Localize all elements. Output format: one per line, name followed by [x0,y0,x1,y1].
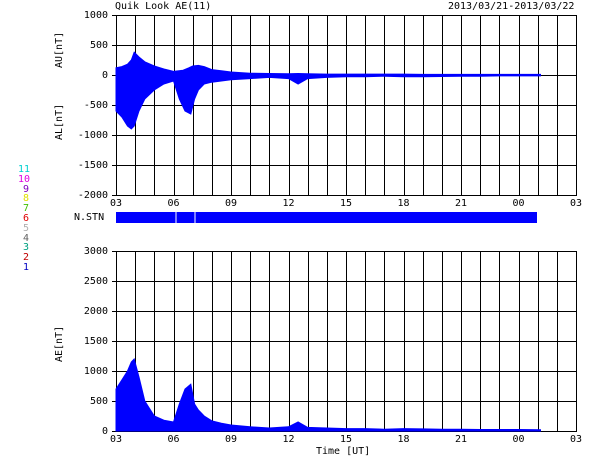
y-tick-label: -500 [83,99,108,111]
station-count-label: N.STN [74,212,105,223]
ae-area [115,358,541,432]
station-number: 6 [23,213,30,224]
x-tick-label: 15 [340,198,353,209]
x-tick-label: 12 [282,198,295,209]
y-tick-label: 500 [89,395,108,407]
chart-title: Quik Look AE(11) [115,1,212,12]
station-number: 3 [23,242,30,254]
y-tick-label: 2500 [83,275,108,287]
station-number: 4 [23,232,30,244]
x-axis-label: Time [UT] [316,446,371,457]
x-tick-label: 09 [225,198,238,209]
date-range: 2013/03/21-2013/03/22 [448,1,575,12]
au-axis-label: AU[nT] [54,31,65,68]
x-tick-label: 00 [512,434,525,445]
x-tick-label: 06 [167,198,180,209]
y-tick-label: -2000 [77,189,108,201]
x-tick-label: 03 [570,198,583,209]
station-number: 9 [23,183,30,195]
station-number: 8 [23,193,30,205]
series-al [115,74,541,130]
y-tick-label: 2000 [83,305,108,317]
y-tick-label: 500 [89,39,108,51]
y-tick-label: 0 [101,69,108,81]
x-tick-label: 06 [167,434,180,445]
series-au [115,51,541,76]
x-tick-label: 12 [282,434,295,445]
x-tick-label: 15 [340,434,353,445]
station-number: 2 [23,252,30,264]
station-number: 1 [23,262,30,273]
x-tick-label: 03 [570,434,583,445]
station-number: 10 [18,173,31,185]
y-tick-label: -1000 [77,129,108,141]
ae-axis-label: AE[nT] [54,325,65,362]
x-tick-label: 21 [455,198,468,209]
au-al-area [115,51,541,130]
x-tick-label: 09 [225,434,238,445]
y-tick-label: 3000 [83,245,108,257]
au-al-grid [112,15,577,196]
y-tick-label: 0 [101,425,108,437]
station-bar [116,212,537,223]
y-tick-label: 1000 [83,9,108,21]
x-tick-label: 18 [397,434,410,445]
station-number: 7 [23,203,30,215]
series-ae [115,358,541,432]
x-tick-label: 03 [110,198,123,209]
ae-grid [112,251,577,432]
x-tick-label: 03 [110,434,123,445]
y-tick-label: 1000 [83,365,108,377]
y-tick-label: -1500 [77,159,108,171]
y-tick-label: 1500 [83,335,108,347]
x-tick-label: 21 [455,434,468,445]
al-axis-label: AL[nT] [54,103,65,140]
station-number: 11 [18,164,31,175]
x-tick-label: 00 [512,198,525,209]
station-number: 5 [23,222,30,234]
x-tick-label: 18 [397,198,410,209]
